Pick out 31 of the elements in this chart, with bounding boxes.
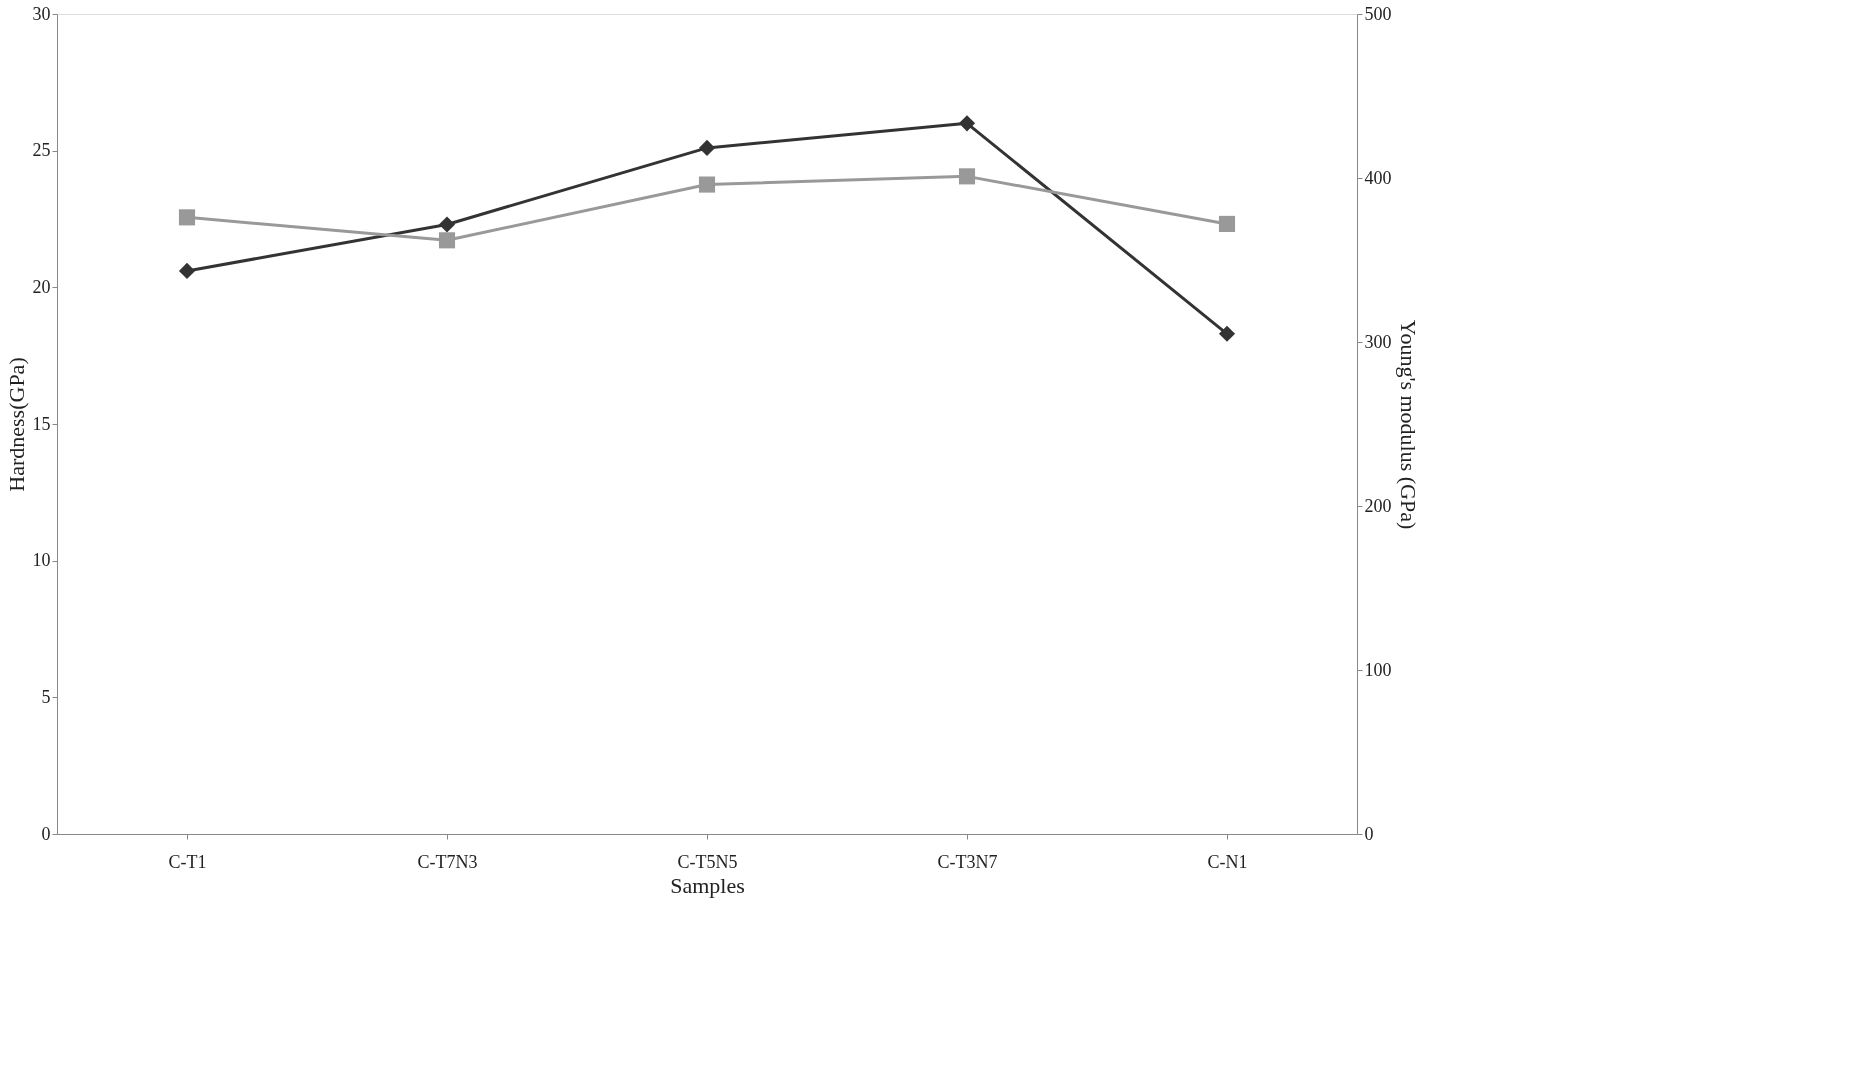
x-tick-label: C-T1	[168, 851, 207, 872]
y2-tick-label: 400	[1364, 167, 1392, 188]
x-tick-label: C-N1	[1207, 851, 1248, 872]
y-tick-label: 10	[32, 550, 51, 571]
x-tick-label: C-T5N5	[677, 851, 738, 872]
y-tick-label: 25	[32, 140, 51, 161]
y2-tick-label: 0	[1364, 823, 1374, 844]
y2-tick-label: 200	[1364, 495, 1392, 516]
y2-tick-label: 500	[1364, 3, 1392, 24]
y2-tick-label: 300	[1364, 331, 1392, 352]
x-axis-title: Samples	[670, 872, 745, 898]
y-axis-title: Hardness(GPa)	[3, 357, 29, 492]
y2-tick-label: 100	[1364, 659, 1392, 680]
point	[698, 176, 716, 193]
y-tick-label: 0	[41, 823, 51, 844]
point	[958, 115, 976, 132]
y-tick-label: 15	[32, 413, 51, 434]
point	[1218, 325, 1236, 342]
point	[178, 209, 196, 226]
point	[958, 168, 976, 185]
x-tick-label: C-T7N3	[417, 851, 478, 872]
y-tick-label: 30	[32, 3, 51, 24]
y-tick-label: 5	[41, 686, 51, 707]
x-tick-label: C-T3N7	[937, 851, 998, 872]
y-tick-label: 20	[32, 276, 51, 297]
point	[1218, 215, 1236, 232]
point	[178, 262, 196, 279]
point	[438, 216, 456, 233]
y2-axis-title: Young's modulus (GPa)	[1395, 319, 1421, 530]
point	[698, 139, 716, 156]
point	[438, 232, 456, 249]
